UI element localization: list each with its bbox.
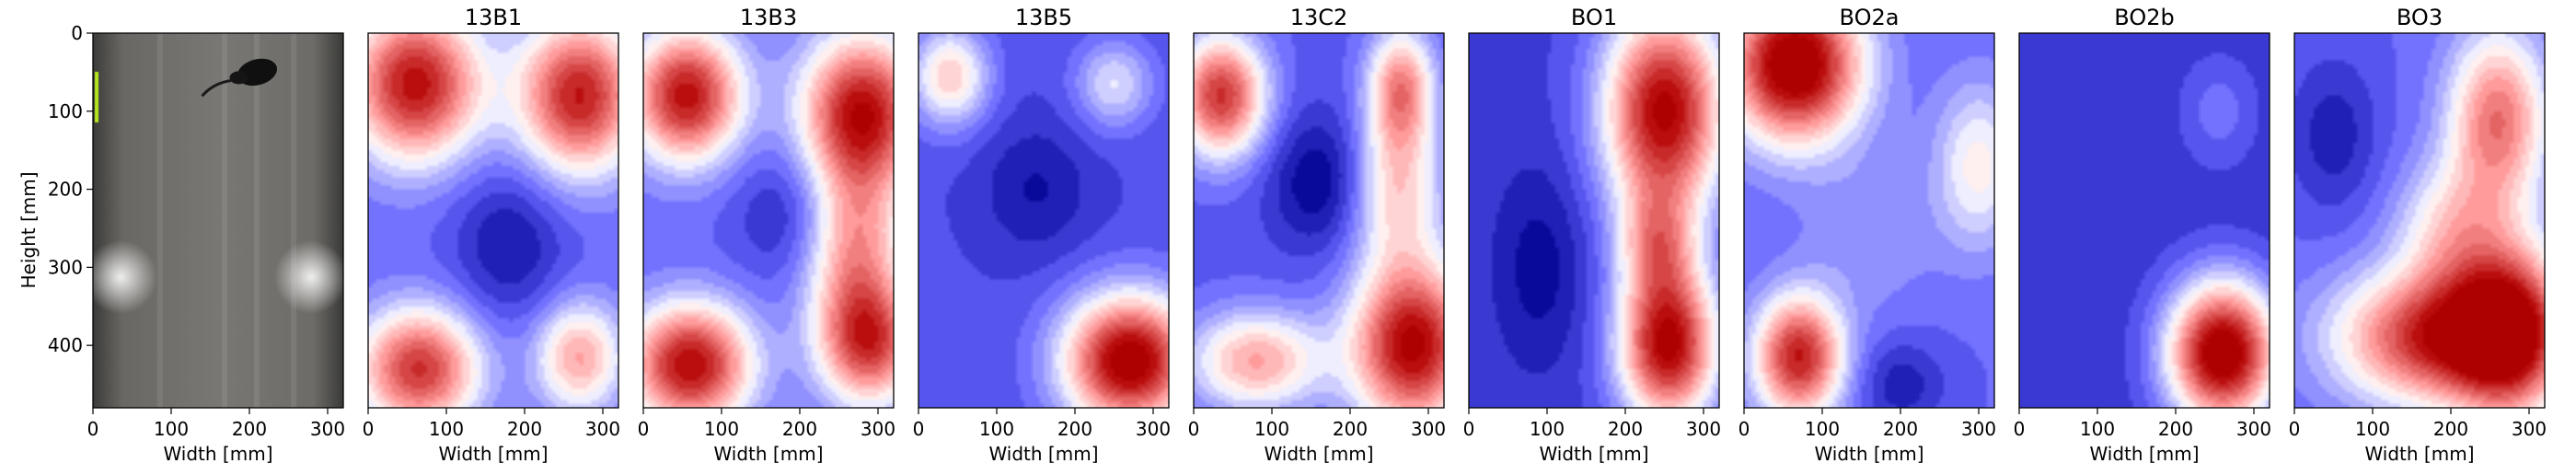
heatmap-image [918,33,1169,408]
x-tick-label: 300 [585,418,620,440]
x-tick-label: 300 [861,418,895,440]
heatmap-image [1744,33,1994,408]
x-tick-label: 0 [1739,418,1750,440]
x-axis-label: Width [mm] [1264,443,1373,465]
panel-frame [918,32,1170,409]
x-axis-label: Width [mm] [1814,443,1923,465]
panel-axes: 0 100 200 300 Width [mm] [1739,32,1996,465]
panel-title: 13B1 [465,5,522,30]
x-tick-label: 300 [2512,418,2547,440]
panel-title: BO3 [2397,5,2443,30]
heatmap-panel-bo2a: BO2a [1744,5,1994,408]
x-tick-label: 200 [2158,418,2193,440]
y-tick-label: 200 [48,179,83,201]
x-tick-label: 200 [1883,418,1918,440]
panel-title: 13B5 [1015,5,1072,30]
x-tick-label: 300 [1961,418,1996,440]
heatmap-image [368,33,618,408]
x-tick-label: 200 [232,418,267,440]
x-tick-label: 100 [1530,418,1565,440]
heatmap-panel-13b5: 13B5 [918,5,1169,408]
x-tick-label: 300 [310,418,345,440]
heatmap-panel-bo2b: BO2b [2019,5,2270,408]
labels-layer: Height [mm] [17,171,40,288]
x-axis-label: Width [mm] [2089,443,2199,465]
panel-frame [642,32,895,409]
y-tick-label: 300 [48,256,83,278]
heatmap-image [1194,33,1444,408]
x-tick-label: 100 [154,418,189,440]
panel-frame [1743,32,1995,409]
x-tick-label: 200 [1333,418,1368,440]
y-tick-label: 0 [71,22,83,44]
x-axis-label: Width [mm] [2364,443,2474,465]
x-tick-label: 100 [704,418,739,440]
heatmap-image [643,33,894,408]
x-tick-label: 100 [429,418,464,440]
photo-panel [93,33,343,408]
panel-axes: 0 100 200 300 Width [mm] [363,32,620,465]
x-axis-label: Width [mm] [163,443,272,465]
heatmap-image [2294,33,2545,408]
x-tick-label: 0 [1188,418,1200,440]
panels-layer: 0 100 200 300 Width [mm] 0 100 200 300 400 13B1 0 10… [48,5,2547,465]
heatmap-panel-13c2: 13C2 [1194,5,1444,408]
panel-axes: 0 100 200 300 Width [mm] [2014,32,2271,465]
panel-axes: 0 100 200 300 Width [mm] [1188,32,1446,465]
panel-axes: 0 100 200 300 Width [mm] 0 100 200 300 400 [48,22,345,465]
heatmap-panel-13b1: 13B1 [368,5,618,408]
panel-frame [2293,32,2546,409]
x-tick-label: 100 [979,418,1014,440]
heatmap-image [2019,33,2270,408]
x-tick-label: 0 [363,418,375,440]
x-tick-label: 0 [2014,418,2026,440]
panel-axes: 0 100 200 300 Width [mm] [1463,32,1721,465]
x-tick-label: 200 [1057,418,1092,440]
x-tick-label: 200 [1608,418,1643,440]
panel-frame [2018,32,2270,409]
x-tick-label: 100 [1254,418,1289,440]
panel-axes: 0 100 200 300 Width [mm] [638,32,895,465]
x-tick-label: 0 [87,418,99,440]
x-tick-label: 200 [2433,418,2468,440]
panel-frame [367,32,619,409]
x-tick-label: 200 [782,418,817,440]
x-tick-label: 200 [507,418,542,440]
panel-frame [92,32,344,409]
x-tick-label: 100 [1805,418,1840,440]
x-axis-label: Width [mm] [1539,443,1648,465]
x-tick-label: 300 [2236,418,2271,440]
y-tick-label: 100 [48,100,83,122]
x-axis-label: Width [mm] [988,443,1098,465]
x-tick-label: 300 [1136,418,1171,440]
panel-axes: 0 100 200 300 Width [mm] [2289,32,2547,465]
panel-title: BO2b [2114,5,2174,30]
panel-axes: 0 100 200 300 Width [mm] [913,32,1171,465]
heatmap-image [1469,33,1719,408]
x-axis-label: Width [mm] [438,443,548,465]
x-tick-label: 0 [2289,418,2301,440]
mouse-figure [201,58,278,98]
y-axis-label: Height [mm] [17,171,40,288]
x-tick-label: 300 [1686,418,1721,440]
x-tick-label: 0 [1463,418,1475,440]
panel-title: 13C2 [1290,5,1348,30]
x-tick-label: 0 [913,418,925,440]
x-tick-label: 100 [2355,418,2390,440]
panel-frame [1468,32,1720,409]
heatmap-panel-bo1: BO1 [1469,5,1719,408]
panel-title: BO1 [1571,5,1617,30]
arena-photo [93,33,343,408]
heatmap-panel-bo3: BO3 [2294,5,2545,408]
x-tick-label: 0 [638,418,650,440]
heatmap-panel-13b3: 13B3 [643,5,894,408]
panel-frame [1193,32,1445,409]
x-tick-label: 100 [2080,418,2115,440]
y-tick-label: 400 [48,334,83,356]
x-axis-label: Width [mm] [713,443,823,465]
panel-title: BO2a [1840,5,1900,30]
panel-title: 13B3 [740,5,797,30]
x-tick-label: 300 [1411,418,1446,440]
